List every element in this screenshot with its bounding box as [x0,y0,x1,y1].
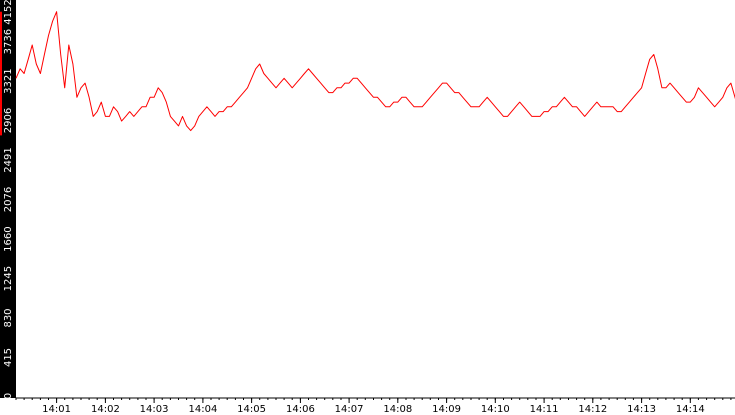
y-tick-label-6: 2491 [3,147,14,172]
y-tick-label-5: 2076 [3,187,14,212]
x-tick-label-1: 14:02 [91,404,120,415]
y-tick-label-4: 1660 [3,226,14,251]
x-tick-label-5: 14:06 [286,404,315,415]
x-tick-label-11: 14:12 [578,404,607,415]
y-axis-strip [0,0,16,398]
y-tick-label-2: 830 [3,308,14,327]
y-tick-label-8: 3321 [3,68,14,93]
x-tick-label-3: 14:04 [188,404,217,415]
x-axis-ticks: 14:01 14:02 14:03 14:04 14:05 14:06 14:07 14:08… [42,398,705,415]
y-axis-range-marker [0,11,2,136]
x-tick-label-10: 14:11 [530,404,559,415]
x-tick-label-4: 14:05 [237,404,266,415]
x-tick-label-13: 14:14 [676,404,705,415]
x-tick-label-2: 14:03 [140,404,169,415]
y-tick-label-9: 3736 [3,29,14,54]
x-tick-label-0: 14:01 [42,404,71,415]
series-layer [15,11,735,132]
y-axis-ticks: 0 415 830 1245 1660 2076 2491 2906 3321 3736 4152 [3,0,14,399]
x-tick-label-9: 14:10 [481,404,510,415]
x-tick-label-12: 14:13 [627,404,656,415]
x-tick-label-8: 14:09 [432,404,461,415]
y-tick-label-10: 4152 [3,0,14,25]
series-line-0 [15,11,735,132]
y-tick-label-0: 0 [3,393,14,399]
x-tick-label-6: 14:07 [335,404,364,415]
y-tick-label-3: 1245 [3,266,14,291]
y-tick-label-1: 415 [3,348,14,367]
x-tick-label-7: 14:08 [383,404,412,415]
y-tick-label-7: 2906 [3,108,14,133]
